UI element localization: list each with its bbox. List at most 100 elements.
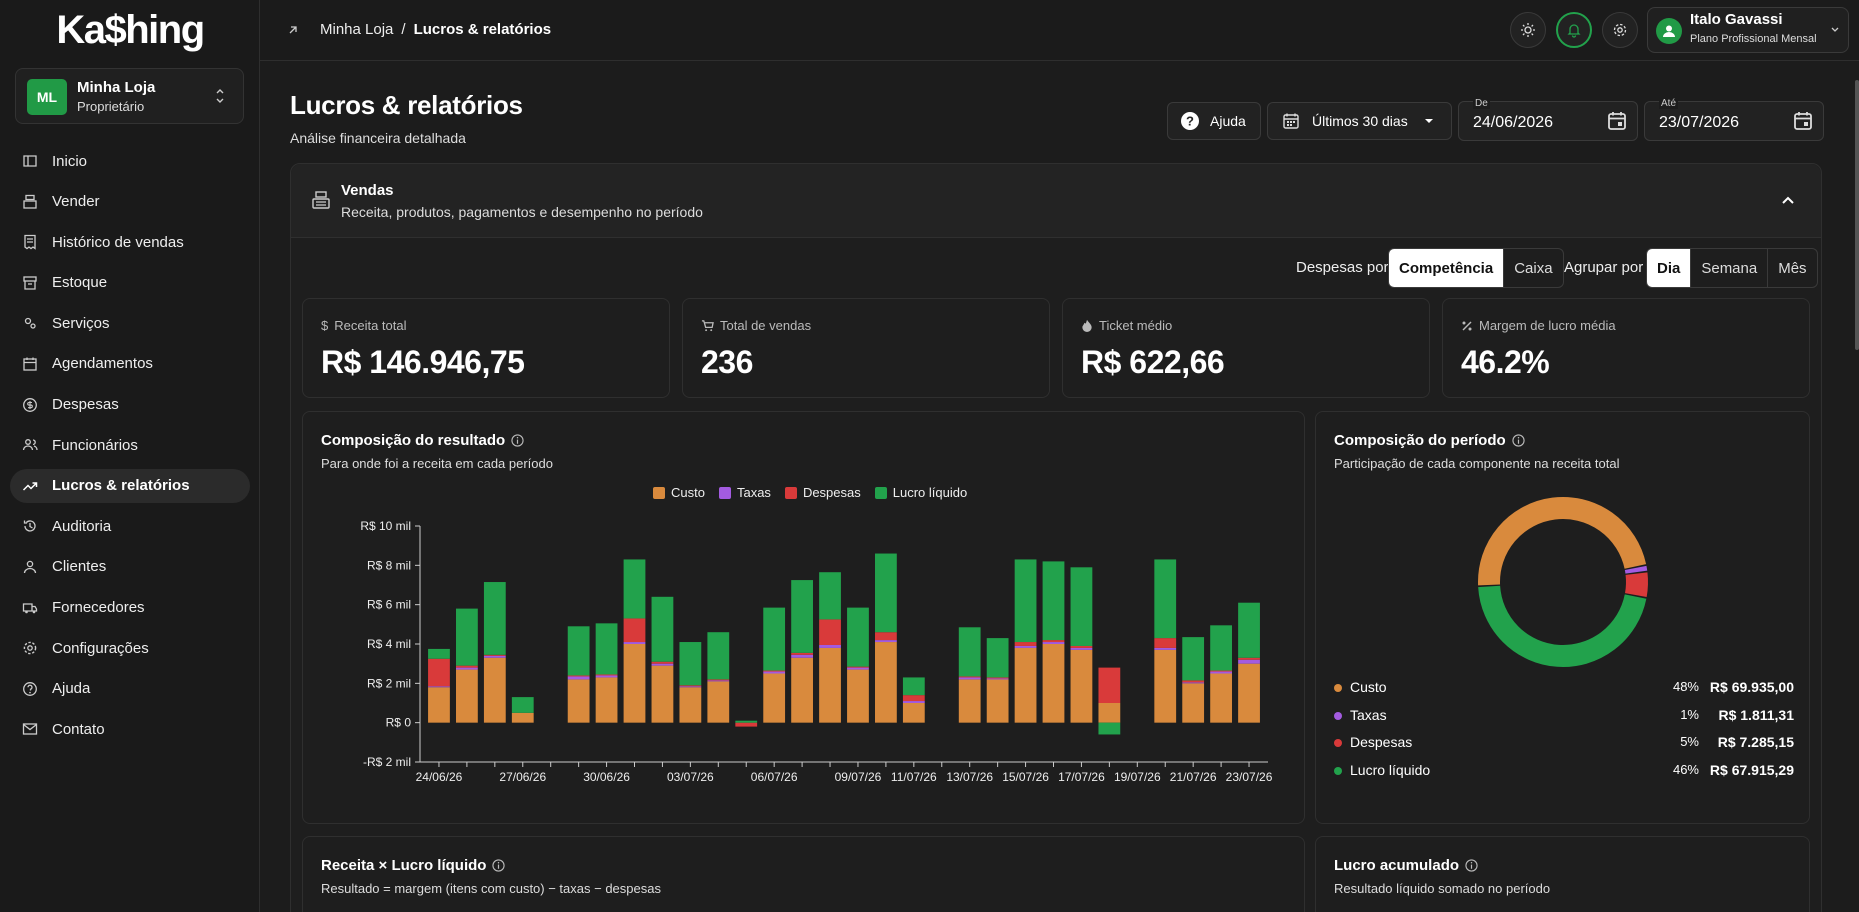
calendar-event-icon[interactable] <box>1793 111 1813 131</box>
legend-item[interactable]: Custo <box>653 485 705 500</box>
notifications-button[interactable] <box>1556 12 1592 48</box>
sidebar-item-configuracoes[interactable]: Configurações <box>10 631 250 665</box>
bar-segment-despesas <box>483 654 506 656</box>
bar-segment-despesas <box>595 674 618 676</box>
sidebar-item-agendamentos[interactable]: Agendamentos <box>10 347 250 381</box>
store-switcher[interactable]: ML Minha Loja Proprietário <box>15 68 244 124</box>
kpi-value: R$ 622,66 <box>1081 344 1225 380</box>
sidebar-item-contato[interactable]: Contato <box>10 712 250 746</box>
bar-segment-taxas <box>651 663 674 666</box>
bar-segment-taxas <box>1042 642 1065 644</box>
y-tick-label: R$ 0 <box>386 716 412 730</box>
legend-item[interactable]: Lucro líquido <box>874 485 967 500</box>
card-title-text: Lucro acumulado <box>1334 857 1460 874</box>
bar-segment-lucro-liquido <box>1238 602 1260 658</box>
arrow-up-right-icon[interactable] <box>286 23 300 37</box>
composition-row: Custo 48% R$ 69.935,00 <box>1334 678 1794 698</box>
app-logo[interactable]: Ka$hing <box>56 8 205 52</box>
composition-percent: 48% <box>1672 679 1699 694</box>
donut-slice-custo[interactable] <box>1478 497 1647 586</box>
breadcrumb-root[interactable]: Minha Loja <box>320 21 394 38</box>
bar-segment-despesas <box>623 618 646 643</box>
page-scrollbar[interactable] <box>1855 80 1859 350</box>
bar-segment-lucro-liquido <box>763 607 786 671</box>
sidebar-item-label: Auditoria <box>52 517 112 535</box>
sidebar-item-estoque[interactable]: Estoque <box>10 266 250 300</box>
legend-label: Custo <box>671 485 705 500</box>
info-icon[interactable] <box>511 434 524 447</box>
sidebar-item-funcionarios[interactable]: Funcionários <box>10 428 250 462</box>
legend-item[interactable]: Despesas <box>784 485 861 500</box>
group-by-semana[interactable]: Semana <box>1690 249 1767 287</box>
sidebar-item-historico-de-vendas[interactable]: Histórico de vendas <box>10 225 250 259</box>
register-icon <box>22 194 38 210</box>
legend-item[interactable]: Taxas <box>718 485 771 500</box>
sidebar-item-label: Vender <box>52 193 100 211</box>
bar-segment-despesas <box>1182 680 1205 683</box>
legend-dot <box>1334 711 1342 720</box>
group-by-mes[interactable]: Mês <box>1767 249 1816 287</box>
info-icon[interactable] <box>492 859 506 872</box>
bar-segment-lucro-liquido <box>1098 722 1121 735</box>
donut-slice-taxas[interactable] <box>1624 565 1648 574</box>
help-button[interactable]: ? Ajuda <box>1167 102 1261 140</box>
y-tick-label: R$ 6 mil <box>367 598 411 612</box>
sidebar-item-despesas[interactable]: Despesas <box>10 388 250 422</box>
bar-segment-taxas <box>567 676 590 680</box>
bar-segment-taxas <box>1210 671 1232 674</box>
bar-segment-lucro-liquido <box>567 626 590 676</box>
bar-segment-taxas <box>595 675 618 678</box>
legend-swatch <box>718 487 731 499</box>
x-tick-label: 19/07/26 <box>1114 770 1161 784</box>
info-icon[interactable] <box>1465 859 1478 872</box>
donut-slice-lucro-liquido[interactable] <box>1478 585 1647 667</box>
sidebar-item-lucros-relatorios[interactable]: Lucros & relatórios <box>10 468 250 503</box>
sidebar-item-auditoria[interactable]: Auditoria <box>10 509 250 543</box>
chevron-down-icon <box>1831 27 1839 32</box>
sidebar-item-ajuda[interactable]: Ajuda <box>10 672 250 706</box>
sidebar-item-servicos[interactable]: Serviços <box>10 306 250 340</box>
y-tick-label: -R$ 2 mil <box>363 755 411 769</box>
people-icon <box>22 559 38 575</box>
kpi-label-text: Ticket médio <box>1099 318 1173 333</box>
calendar-event-icon[interactable] <box>1607 111 1627 131</box>
card-subtitle: Participação de cada componente na recei… <box>1334 456 1620 471</box>
topbar: Minha Loja / Lucros & relatórios Italo G… <box>260 0 1859 61</box>
bar-segment-custo <box>456 669 478 723</box>
expenses-by-competencia[interactable]: Competência <box>1389 249 1504 287</box>
donut-slice-despesas[interactable] <box>1624 572 1648 598</box>
expenses-by-caixa[interactable]: Caixa <box>1503 249 1562 287</box>
sidebar-item-vender[interactable]: Vender <box>10 185 250 219</box>
x-tick-label: 23/07/26 <box>1226 770 1273 784</box>
home-icon <box>22 153 38 169</box>
date-from-field[interactable]: De 24/06/2026 <box>1458 98 1638 141</box>
expenses-by-toggle: Competência Caixa <box>1388 248 1564 288</box>
date-to-field[interactable]: Até 23/07/2026 <box>1644 98 1824 141</box>
period-select[interactable]: Últimos 30 dias <box>1267 102 1452 140</box>
bar-segment-taxas <box>428 686 450 688</box>
sidebar-item-fornecedores[interactable]: Fornecedores <box>10 591 250 625</box>
date-to-label: Até <box>1659 98 1679 109</box>
calendar-icon <box>22 356 38 372</box>
theme-toggle-button[interactable] <box>1510 12 1546 48</box>
sales-panel-header[interactable]: Vendas Receita, produtos, pagamentos e d… <box>291 164 1821 238</box>
bar-segment-custo <box>1238 663 1260 723</box>
gears-icon <box>22 315 38 331</box>
user-menu[interactable]: Italo Gavassi Plano Profissional Mensal <box>1647 7 1849 53</box>
bar-segment-lucro-liquido <box>847 607 869 667</box>
chevron-up-icon[interactable] <box>1781 194 1795 208</box>
info-icon[interactable] <box>1512 434 1525 447</box>
avatar <box>1656 18 1682 44</box>
bar-segment-lucro-liquido <box>511 697 534 713</box>
card-title-text: Receita × Lucro líquido <box>321 857 487 874</box>
group-by-dia[interactable]: Dia <box>1647 249 1691 287</box>
bar-segment-taxas <box>1070 647 1093 650</box>
settings-button[interactable] <box>1602 12 1638 48</box>
sidebar-item-inicio[interactable]: Inicio <box>10 144 250 178</box>
breadcrumb: Minha Loja / Lucros & relatórios <box>286 21 551 38</box>
truck-icon <box>22 600 38 616</box>
sidebar-item-clientes[interactable]: Clientes <box>10 550 250 584</box>
bar-segment-despesas <box>1070 645 1093 648</box>
legend-label: Despesas <box>802 485 861 500</box>
